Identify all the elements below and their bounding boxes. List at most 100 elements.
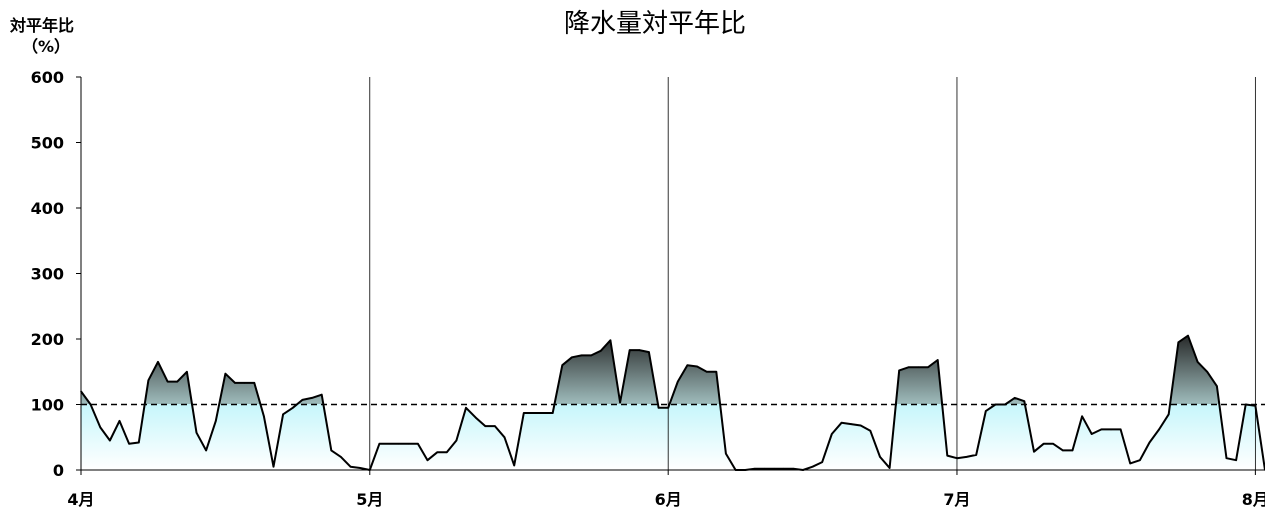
data-point [147,379,150,382]
data-point [272,465,275,468]
y-tick-label: 200 [31,330,64,349]
data-point [503,436,506,439]
data-point [1206,371,1208,373]
data-point [696,365,698,368]
data-point [1129,462,1131,465]
y-axis-ticks: 0 100 200 300 400 500 600 [31,68,81,480]
data-point [648,351,650,353]
data-point [1216,385,1218,388]
y-tick-label: 500 [31,134,64,153]
x-tick-label: 5月 [356,490,383,509]
data-point [359,467,362,469]
data-point [1062,449,1064,452]
data-point [638,349,641,351]
area-below-normal [81,404,1265,470]
data-point [831,433,833,435]
data-point [1244,403,1247,406]
data-point [426,459,429,462]
data-point [166,380,169,383]
data-point [869,429,872,432]
data-point [898,369,900,372]
data-point [532,412,535,414]
data-point [667,407,669,409]
data-point [985,410,987,412]
data-point [686,364,689,367]
y-tick-label: 0 [53,461,64,480]
data-point [234,382,236,384]
y-tick-label: 100 [31,396,64,415]
data-point [580,354,583,357]
data-point [1139,459,1141,462]
data-point [330,449,333,452]
data-point [474,416,477,419]
area-fill-layer [81,335,1265,470]
data-point [417,443,419,445]
data-point [128,443,130,445]
data-point [715,371,718,373]
data-point [397,443,400,445]
data-point [484,425,487,427]
data-point [811,465,814,468]
data-point [1187,334,1189,337]
data-point [609,339,612,342]
month-divider-lines [369,77,1256,470]
data-point [1090,433,1093,435]
data-point [821,461,823,463]
data-point [1225,457,1228,460]
data-point [936,359,939,361]
data-point [224,372,227,375]
data-point [99,426,102,429]
y-tick-label: 600 [31,68,64,87]
data-point [369,469,371,471]
data-point [455,439,458,442]
data-point [888,467,891,469]
data-point [1004,403,1006,406]
data-point [600,350,602,352]
data-point [657,407,660,409]
y-tick-label: 400 [31,199,64,218]
data-point [1033,450,1035,453]
data-point [109,439,111,442]
data-point [840,422,843,424]
data-point [1042,443,1045,445]
data-point [215,420,217,422]
data-point [1100,428,1103,431]
data-point [628,349,631,351]
data-point [677,380,679,383]
data-point [494,425,496,427]
data-point [619,401,621,404]
chart-title: 降水量対平年比 [564,9,746,39]
data-point [879,456,881,458]
y-axis-unit: （%） [22,37,70,56]
data-point [850,423,852,425]
x-tick-label: 6月 [655,490,682,509]
data-point [705,371,708,373]
x-tick-label: 7月 [943,490,970,509]
data-point [542,412,544,414]
data-point [118,420,121,422]
data-point [523,412,525,414]
x-tick-label: 8月 [1242,490,1265,509]
data-point [388,443,390,445]
data-point [946,454,949,457]
data-point [744,469,746,471]
data-point [205,449,207,452]
data-point [1081,415,1083,418]
data-point [436,451,439,454]
data-point [802,469,804,471]
data-point [1052,443,1054,445]
data-point [975,454,977,456]
data-point [725,452,727,455]
data-point [138,441,140,444]
data-point [1013,397,1016,399]
data-point [1158,428,1160,431]
data-point [1023,400,1026,403]
data-point [186,371,188,373]
data-point [176,380,179,383]
data-point [195,431,198,434]
data-point [927,366,929,369]
y-axis-label: 対平年比 [9,16,74,35]
data-point [292,407,294,409]
data-point [253,382,256,384]
data-point [908,366,910,369]
